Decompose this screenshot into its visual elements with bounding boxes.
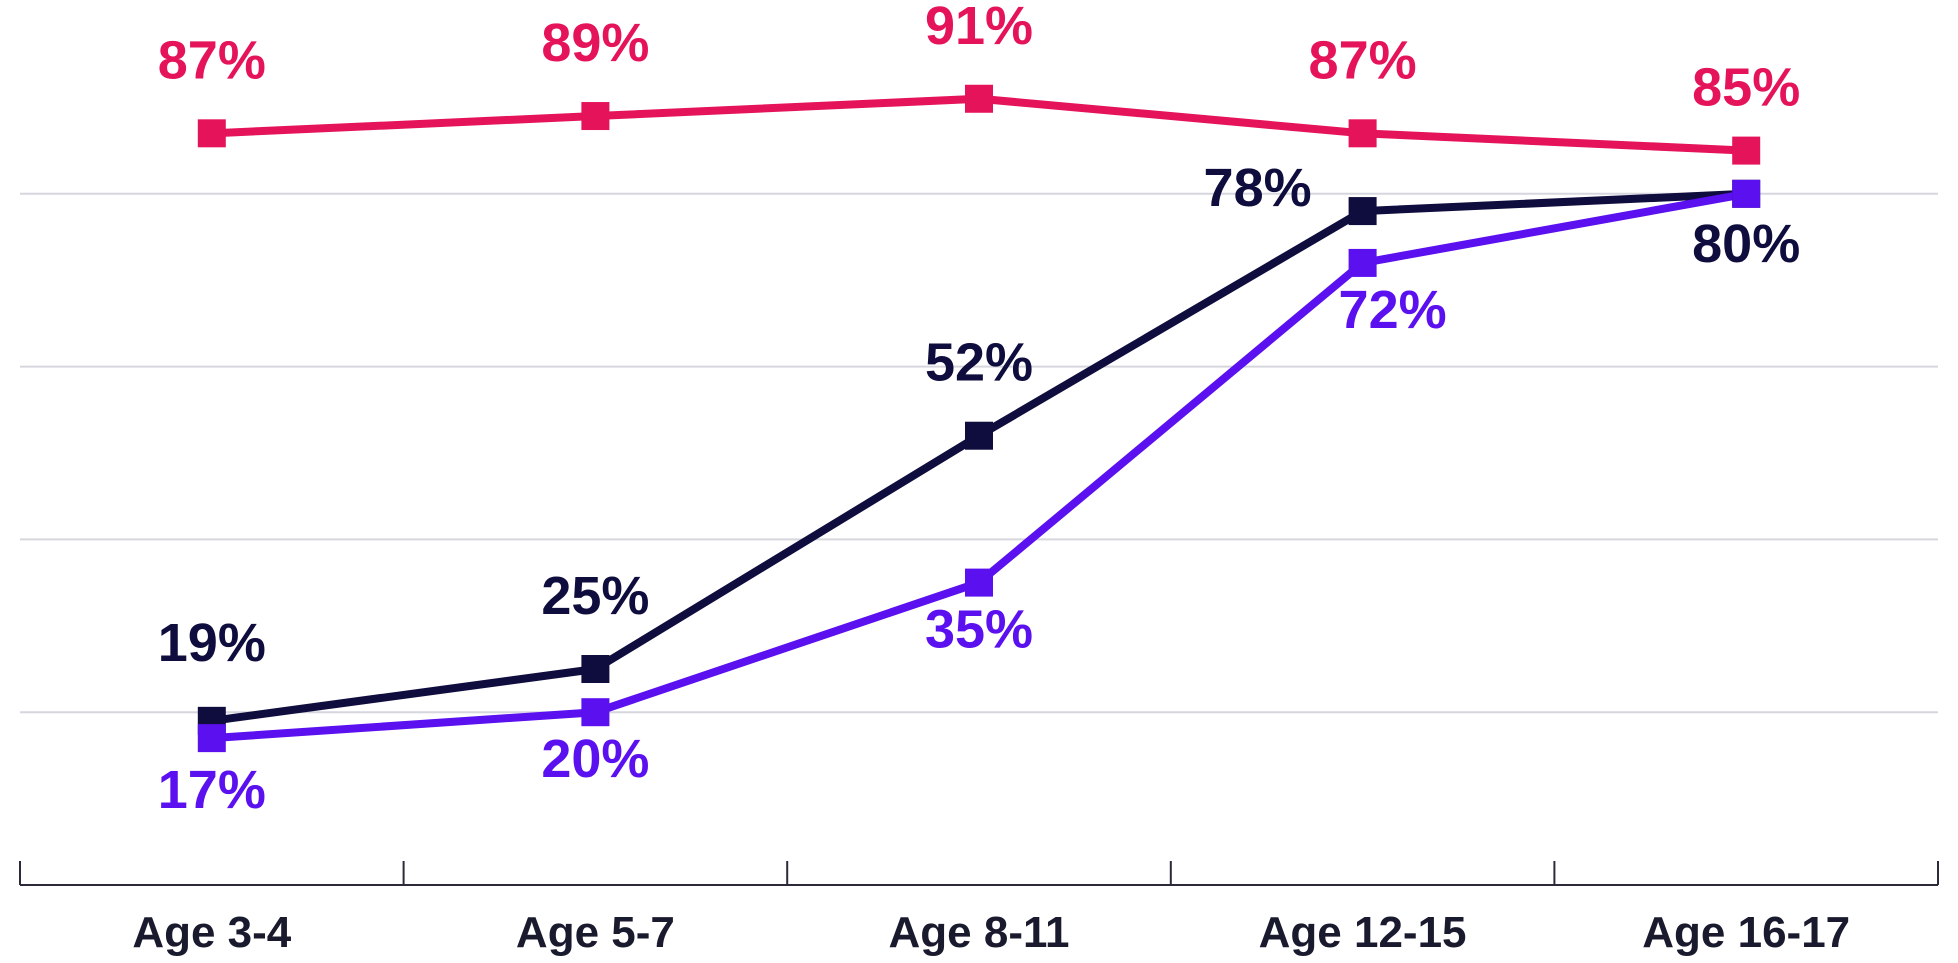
gridlines <box>20 192 1938 714</box>
data-point-marker <box>1348 248 1377 277</box>
data-label: 85% <box>1692 58 1800 118</box>
x-tick-label: Age 12-15 <box>1259 908 1467 957</box>
data-label: 89% <box>541 13 649 73</box>
data-label: 80% <box>1692 214 1800 274</box>
data-point-marker <box>197 119 226 148</box>
x-tick-label: Age 16-17 <box>1642 908 1850 957</box>
data-point-marker <box>197 724 226 753</box>
data-point-marker <box>965 568 993 597</box>
data-point-marker <box>965 421 993 450</box>
data-point-marker <box>581 102 610 131</box>
x-axis: Age 3-4 Age 5-7 Age 8-11 Age 12-15 Age 16-17 <box>19 861 1939 957</box>
x-tick-label: Age 8-11 <box>889 908 1070 957</box>
data-point-marker <box>1348 119 1377 148</box>
data-label: 87% <box>1309 30 1417 90</box>
data-label: 19% <box>158 613 266 673</box>
data-point-marker <box>1732 136 1761 165</box>
data-label: 91% <box>925 0 1033 56</box>
data-label: 72% <box>1339 280 1447 340</box>
x-tick-label: Age 3-4 <box>132 908 291 957</box>
data-point-marker <box>1732 179 1761 208</box>
data-point-marker <box>965 84 993 113</box>
data-label: 52% <box>925 333 1033 393</box>
data-label: 35% <box>925 600 1033 660</box>
data-label: 17% <box>158 760 266 820</box>
data-label: 25% <box>541 566 649 626</box>
data-point-marker <box>581 698 610 727</box>
data-point-marker <box>581 655 610 683</box>
data-point-marker <box>1348 197 1377 226</box>
data-label: 20% <box>541 729 649 789</box>
data-label: 78% <box>1204 158 1312 218</box>
x-tick-label: Age 5-7 <box>516 908 675 957</box>
data-label: 87% <box>158 30 266 90</box>
series-group <box>197 84 1761 753</box>
data-labels: 87% 89% 91% 87% 85% 19% 25% 52% 78% 80% 17% 20% 35% 7… <box>158 0 1800 820</box>
